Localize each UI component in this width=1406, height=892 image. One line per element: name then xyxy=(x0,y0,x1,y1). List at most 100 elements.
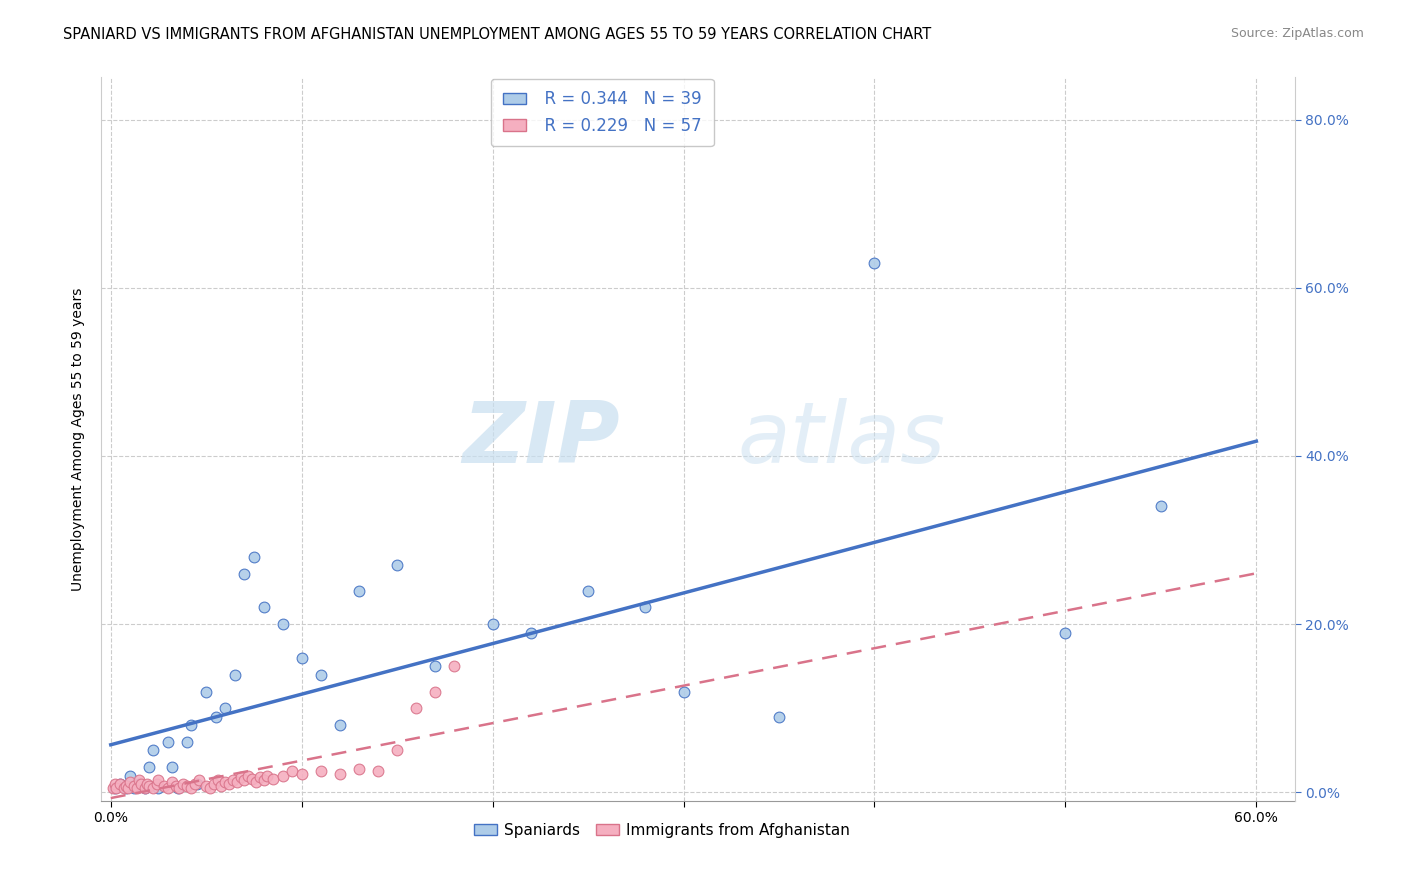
Point xyxy=(157,781,180,796)
Point xyxy=(138,779,160,793)
Point xyxy=(425,659,447,673)
Point xyxy=(1054,625,1077,640)
Point xyxy=(153,779,176,793)
Point xyxy=(405,701,427,715)
Point xyxy=(271,617,294,632)
Point xyxy=(115,779,138,793)
Point xyxy=(225,775,247,789)
Point xyxy=(176,735,198,749)
Point xyxy=(148,772,170,787)
Point xyxy=(110,777,132,791)
Point xyxy=(169,781,191,796)
Point xyxy=(347,583,370,598)
Point xyxy=(1150,500,1173,514)
Point xyxy=(138,760,160,774)
Point xyxy=(134,781,156,796)
Point xyxy=(142,743,165,757)
Point xyxy=(634,600,657,615)
Point xyxy=(329,718,352,732)
Point xyxy=(229,770,252,784)
Y-axis label: Unemployment Among Ages 55 to 59 years: Unemployment Among Ages 55 to 59 years xyxy=(72,287,86,591)
Point xyxy=(243,549,266,564)
Point xyxy=(252,772,274,787)
Text: Source: ZipAtlas.com: Source: ZipAtlas.com xyxy=(1230,27,1364,40)
Point xyxy=(172,777,194,791)
Point xyxy=(481,617,503,632)
Point xyxy=(202,777,225,791)
Point xyxy=(249,770,271,784)
Point xyxy=(112,781,135,796)
Point xyxy=(425,684,447,698)
Point xyxy=(122,781,145,796)
Text: atlas: atlas xyxy=(737,398,945,481)
Point xyxy=(136,777,159,791)
Point xyxy=(166,781,188,796)
Point xyxy=(520,625,543,640)
Point xyxy=(117,781,139,796)
Point xyxy=(145,777,167,791)
Point xyxy=(165,779,187,793)
Point xyxy=(224,667,246,681)
Point xyxy=(148,781,170,796)
Point xyxy=(186,777,208,791)
Point xyxy=(184,777,207,791)
Point xyxy=(115,781,138,796)
Point xyxy=(385,558,408,573)
Point xyxy=(110,777,132,791)
Point xyxy=(160,775,183,789)
Point xyxy=(157,735,180,749)
Point xyxy=(309,764,332,779)
Point xyxy=(118,769,141,783)
Point xyxy=(222,772,245,787)
Point xyxy=(195,684,218,698)
Legend: Spaniards, Immigrants from Afghanistan: Spaniards, Immigrants from Afghanistan xyxy=(468,817,856,844)
Point xyxy=(309,667,332,681)
Point xyxy=(131,777,153,791)
Point xyxy=(768,710,790,724)
Point xyxy=(211,779,233,793)
Point xyxy=(218,777,240,791)
Point xyxy=(105,781,128,796)
Point xyxy=(347,762,370,776)
Point xyxy=(385,743,408,757)
Point xyxy=(233,772,256,787)
Point xyxy=(103,781,125,796)
Point xyxy=(180,781,202,796)
Point xyxy=(238,769,260,783)
Point xyxy=(134,781,156,796)
Text: ZIP: ZIP xyxy=(463,398,620,481)
Point xyxy=(672,684,695,698)
Point xyxy=(245,775,267,789)
Point xyxy=(198,781,221,796)
Point xyxy=(127,781,149,796)
Point xyxy=(160,760,183,774)
Point xyxy=(291,651,314,665)
Point xyxy=(443,659,465,673)
Point xyxy=(176,779,198,793)
Point xyxy=(128,772,150,787)
Point xyxy=(187,772,209,787)
Point xyxy=(291,767,314,781)
Point xyxy=(122,779,145,793)
Point xyxy=(252,600,274,615)
Point xyxy=(329,767,352,781)
Point xyxy=(367,764,389,779)
Point xyxy=(142,781,165,796)
Point xyxy=(863,255,886,269)
Point xyxy=(214,701,236,715)
Point xyxy=(256,769,278,783)
Point xyxy=(262,772,284,786)
Point xyxy=(118,775,141,789)
Point xyxy=(204,710,226,724)
Point xyxy=(103,777,125,791)
Point xyxy=(180,718,202,732)
Point xyxy=(128,777,150,791)
Point xyxy=(271,769,294,783)
Point xyxy=(101,781,124,796)
Point xyxy=(240,772,263,786)
Point xyxy=(195,779,218,793)
Point xyxy=(576,583,599,598)
Point xyxy=(207,772,229,787)
Point xyxy=(281,764,304,779)
Point xyxy=(214,775,236,789)
